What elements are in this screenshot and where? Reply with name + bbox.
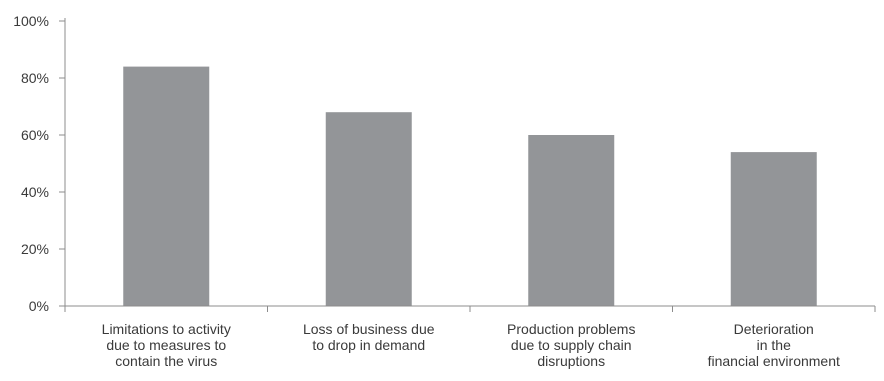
x-tick-label-line: in the — [757, 337, 791, 353]
x-tick-label: Deterioration in the financial environment — [708, 321, 840, 369]
x-axis: Limitations to activity due to measures t… — [64, 305, 876, 369]
bar — [123, 66, 210, 306]
x-tick-label-line: due to measures to — [106, 337, 226, 353]
y-tick-label: 80% — [21, 70, 49, 86]
x-tick-label-line: due to supply chain — [511, 337, 632, 353]
x-tick-label-line: Limitations to activity — [102, 321, 231, 337]
y-tick-label: 0% — [29, 298, 49, 314]
y-tick-label: 100% — [13, 13, 49, 29]
x-tick-label: Production problems due to supply chain di… — [507, 321, 635, 369]
x-tick-label-line: to drop in demand — [312, 337, 425, 353]
x-tick-label-line: Deterioration — [734, 321, 814, 337]
y-tick-label: 40% — [21, 184, 49, 200]
x-tick-label-line: contain the virus — [115, 353, 217, 369]
bar — [325, 112, 412, 306]
x-tick-label-line: financial environment — [708, 353, 840, 369]
bar — [528, 135, 615, 306]
y-tick-label: 60% — [21, 127, 49, 143]
x-tick-label-line: Production problems — [507, 321, 635, 337]
bar — [730, 152, 817, 306]
x-tick-label: Loss of business due to drop in demand — [303, 321, 435, 353]
x-tick-label-line: disruptions — [537, 353, 605, 369]
y-tick-label: 20% — [21, 241, 49, 257]
x-tick-label: Limitations to activity due to measures t… — [102, 321, 231, 369]
x-tick-label-line: Loss of business due — [303, 321, 435, 337]
bars — [123, 66, 817, 306]
y-axis: 0% 20% 40% 60% 80% 100% — [13, 13, 66, 314]
